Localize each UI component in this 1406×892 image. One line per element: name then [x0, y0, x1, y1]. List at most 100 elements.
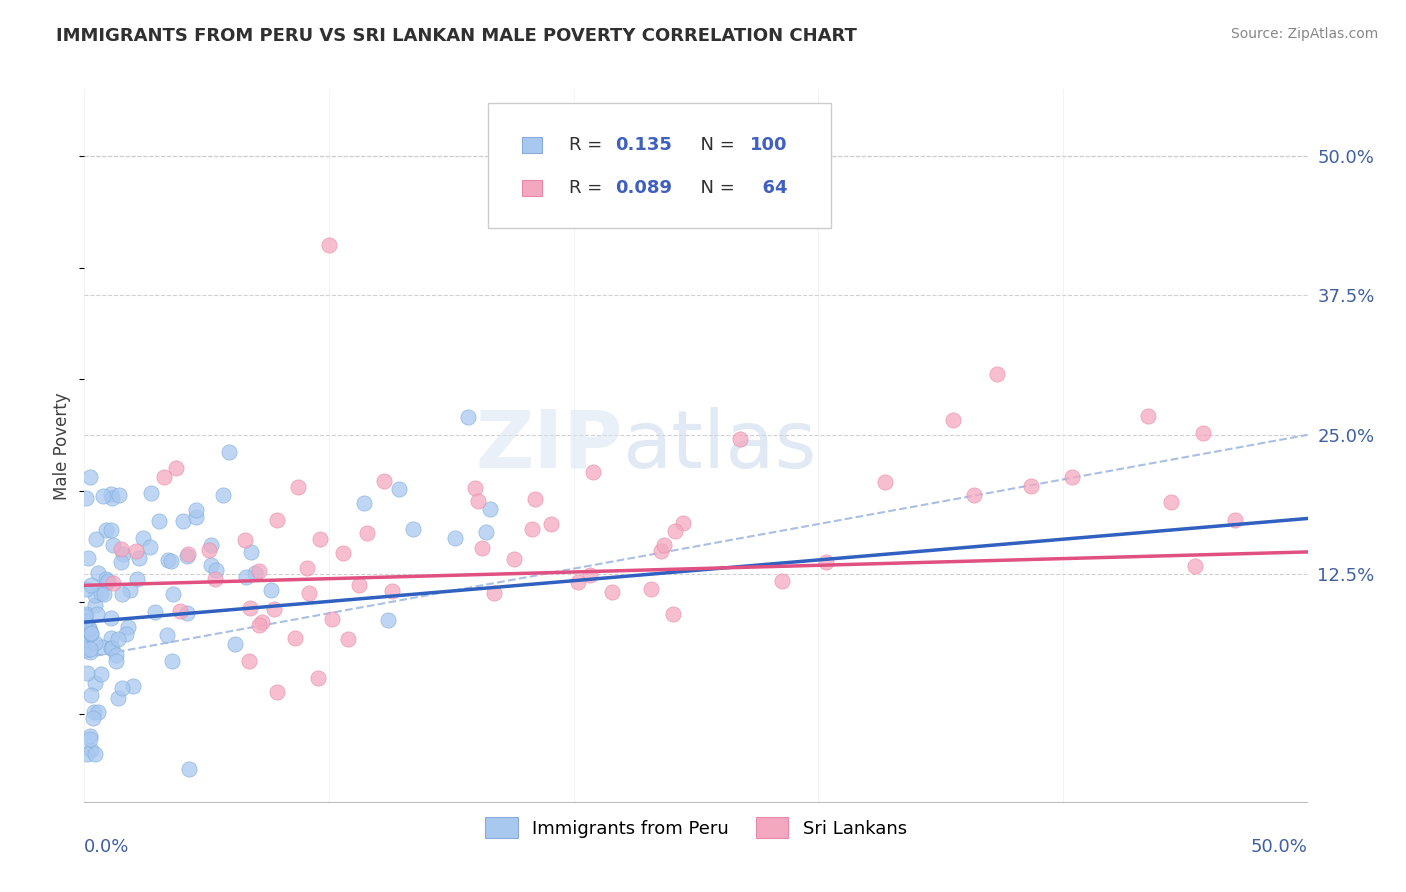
Point — [94, 572, 117, 586]
Text: Source: ZipAtlas.com: Source: ZipAtlas.com — [1230, 27, 1378, 41]
Point — [381, 584, 404, 599]
Point — [467, 494, 489, 508]
Point — [169, 604, 191, 618]
Point — [652, 539, 675, 553]
Point — [176, 607, 198, 621]
Point — [79, 622, 101, 636]
Point — [156, 628, 179, 642]
Point — [80, 626, 103, 640]
Point — [75, 582, 97, 596]
Point — [139, 540, 162, 554]
Point — [1062, 469, 1084, 483]
Point — [1160, 495, 1182, 509]
Point — [94, 523, 117, 537]
Point — [73, 640, 96, 654]
Point — [308, 533, 330, 547]
Point — [198, 542, 221, 557]
Point — [160, 554, 183, 568]
Point — [101, 538, 124, 552]
Point — [86, 607, 108, 622]
Point — [200, 539, 222, 553]
Point — [172, 514, 194, 528]
Point — [107, 632, 129, 646]
Point — [93, 587, 115, 601]
Point — [79, 642, 101, 657]
Point — [332, 545, 354, 559]
Point — [90, 666, 112, 681]
Point — [75, 615, 97, 629]
Text: 0.089: 0.089 — [616, 178, 672, 196]
Point — [471, 541, 494, 555]
Point — [80, 578, 103, 592]
Point — [97, 574, 120, 588]
Point — [111, 547, 134, 561]
Point — [84, 636, 107, 650]
FancyBboxPatch shape — [522, 180, 543, 195]
Point — [235, 570, 257, 584]
Point — [503, 552, 526, 566]
Point — [1223, 512, 1246, 526]
Point — [118, 583, 141, 598]
Point — [176, 549, 198, 563]
Point — [239, 601, 262, 615]
Point — [578, 568, 600, 582]
Point — [664, 524, 686, 538]
Point — [80, 688, 103, 702]
Text: IMMIGRANTS FROM PERU VS SRI LANKAN MALE POVERTY CORRELATION CHART: IMMIGRANTS FROM PERU VS SRI LANKAN MALE … — [56, 27, 858, 45]
Point — [401, 522, 423, 536]
Point — [76, 747, 98, 762]
Point — [77, 551, 100, 566]
Point — [75, 627, 97, 641]
Point — [815, 555, 838, 569]
Point — [87, 705, 110, 719]
Point — [482, 586, 505, 600]
Point — [125, 544, 148, 558]
Point — [457, 410, 479, 425]
Point — [128, 551, 150, 566]
Point — [83, 706, 105, 720]
Point — [239, 544, 262, 558]
Point — [179, 762, 201, 776]
Point — [1019, 479, 1042, 493]
Point — [475, 525, 498, 540]
Point — [522, 522, 544, 536]
Point — [91, 640, 114, 654]
Point — [111, 587, 134, 601]
Point — [250, 615, 273, 630]
Point — [1136, 409, 1159, 423]
Point — [218, 445, 240, 459]
Text: atlas: atlas — [623, 407, 817, 485]
Text: 0.0%: 0.0% — [84, 838, 129, 856]
Point — [79, 622, 101, 636]
Point — [307, 671, 329, 685]
Point — [318, 238, 340, 252]
Point — [243, 566, 266, 581]
Point — [1184, 559, 1206, 574]
Point — [478, 501, 501, 516]
Point — [728, 432, 751, 446]
Text: R =: R = — [569, 136, 607, 153]
Text: 64: 64 — [749, 178, 787, 196]
Text: R =: R = — [569, 178, 607, 196]
Point — [640, 582, 662, 596]
FancyBboxPatch shape — [488, 103, 831, 228]
FancyBboxPatch shape — [522, 137, 543, 153]
Text: 50.0%: 50.0% — [1251, 838, 1308, 856]
Point — [963, 488, 986, 502]
Point — [247, 617, 270, 632]
Point — [75, 607, 97, 621]
Legend: Immigrants from Peru, Sri Lankans: Immigrants from Peru, Sri Lankans — [478, 810, 914, 845]
Point — [337, 632, 360, 647]
Point — [582, 465, 605, 479]
Point — [873, 475, 896, 490]
Point — [353, 496, 375, 510]
Point — [83, 747, 105, 761]
Point — [76, 666, 98, 681]
Point — [115, 627, 138, 641]
Point — [132, 531, 155, 545]
Point — [110, 555, 132, 569]
Point — [84, 588, 107, 602]
Point — [83, 598, 105, 612]
Text: ZIP: ZIP — [475, 407, 623, 485]
Text: 100: 100 — [749, 136, 787, 153]
